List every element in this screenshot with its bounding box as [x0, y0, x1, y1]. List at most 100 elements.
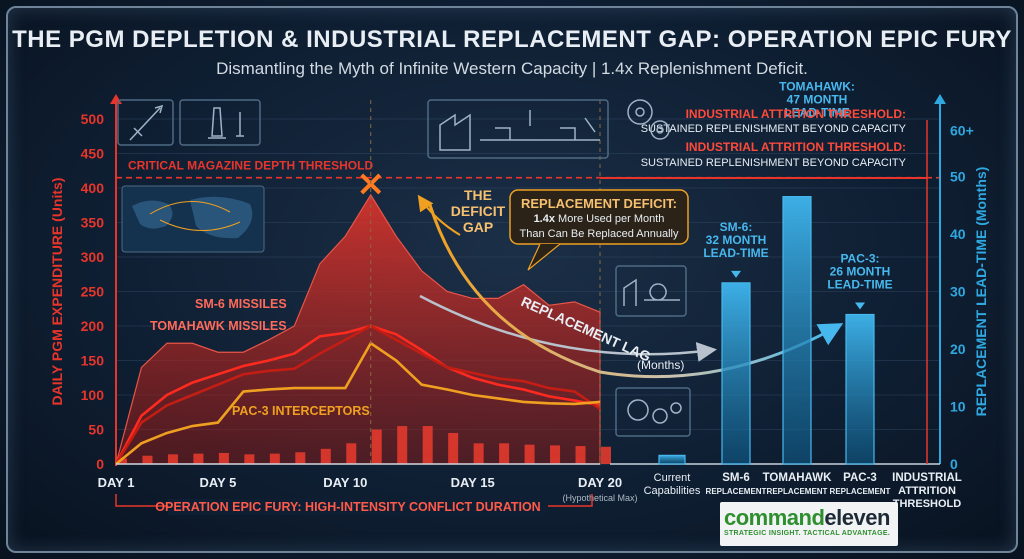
y-tick-label: 400 [81, 180, 105, 196]
daily-bar [193, 453, 204, 464]
y-axis-left-arrow [110, 94, 122, 104]
bar-callout-line: 26 MONTH [830, 265, 891, 279]
y-axis-right-arrow [934, 94, 946, 104]
y-tick-label-right: 10 [950, 399, 966, 415]
bar-callout-line: LEAD-TIME [784, 106, 849, 120]
brand-logo: commandeleven STRATEGIC INSIGHT. TACTICA… [724, 505, 894, 538]
daily-bar [473, 443, 484, 464]
x-tick-label: DAY 15 [451, 475, 495, 490]
brand-part1: command [724, 505, 825, 530]
y-tick-label: 300 [81, 249, 105, 265]
x-category-sublabel: REPLACEMENT [706, 487, 767, 496]
brand-part2: eleven [824, 505, 890, 530]
attrition-text: SUSTAINED REPLENISHMENT BEYOND CAPACITY [641, 157, 907, 169]
deficit-ratio: 1.4x [534, 213, 556, 225]
x-category-label: PAC-3 [843, 472, 877, 484]
series-line-2 [114, 324, 601, 465]
bar-callout-line: PAC-3: [840, 252, 879, 266]
lead-time-bar [782, 196, 812, 465]
y-tick-label-right: 40 [950, 226, 966, 242]
daily-bar [575, 446, 586, 464]
attrition-title: INDUSTRIAL ATTRITION THRESHOLD: [686, 107, 906, 121]
y-tick-label-right: 30 [950, 284, 966, 300]
daily-bar [346, 443, 357, 464]
page-title: THE PGM DEPLETION & INDUSTRIAL REPLACEME… [12, 26, 1012, 53]
x-tick-label: DAY 5 [199, 475, 236, 490]
y-axis-title-left: DAILY PGM EXPENDITURE (Units) [49, 178, 65, 406]
daily-bar [320, 448, 331, 464]
bar-callout-pointer [855, 302, 865, 310]
lead-time-bar [721, 282, 751, 465]
attrition-text: SUSTAINED REPLENISHMENT BEYOND CAPACITY [641, 123, 907, 135]
x-tick-label: DAY 1 [98, 475, 135, 490]
lag-arrow-grey [419, 294, 717, 362]
daily-bar [422, 426, 433, 464]
attrition-title: INDUSTRIAL ATTRITION THRESHOLD: [686, 140, 906, 154]
y-axis-title-right: REPLACEMENT LEAD-TIME (Months) [973, 167, 989, 417]
y-tick-label-right-top: 60+ [950, 123, 974, 139]
y-tick-label: 150 [81, 353, 105, 369]
daily-bar [244, 454, 255, 464]
y-tick-label: 450 [81, 146, 105, 162]
x-axis-title-bg [168, 499, 548, 515]
brand-tagline: STRATEGIC INSIGHT. TACTICAL ADVANTAGE. [724, 530, 891, 537]
y-tick-label: 50 [88, 422, 104, 438]
daily-bar [117, 458, 127, 464]
bar-callout-line: TOMAHAWK: [779, 80, 855, 94]
y-tick-label-right: 50 [950, 169, 966, 185]
deficit-gap-word: GAP [463, 219, 493, 235]
daily-bar [499, 443, 510, 464]
y-tick-label: 200 [81, 318, 105, 334]
series-line-1 [114, 324, 601, 465]
y-tick-label: 0 [96, 456, 104, 472]
y-tick-label: 350 [81, 215, 105, 231]
daily-bar [142, 455, 153, 464]
threshold-label: CRITICAL MAGAZINE DEPTH THRESHOLD [128, 159, 373, 173]
x-axis-note: (Hypothetical Max) [562, 493, 637, 503]
deficit-callout-line1: 1.4x More Used per Month [534, 213, 665, 225]
x-category-sublabel: ATTRITION [898, 485, 956, 497]
x-category-sublabel2: THRESHOLD [893, 498, 962, 510]
daily-bar [397, 426, 408, 464]
lag-unit: (Months) [637, 358, 684, 372]
deficit-gap-word: DEFICIT [451, 203, 506, 219]
settings-panel-icon [615, 387, 691, 437]
deficit-callout-box [509, 189, 689, 245]
daily-bar [295, 452, 306, 464]
bar-callout-line: LEAD-TIME [827, 278, 892, 292]
bar-callout-line: 47 MONTH [787, 93, 848, 107]
x-category-sublabel: Capabilities [644, 485, 701, 497]
deficit-gap-word: THE [464, 187, 492, 203]
deficit-callout-title: REPLACEMENT DEFICIT: [521, 196, 677, 211]
y-tick-label: 250 [81, 284, 105, 300]
bar-callout-line: 32 MONTH [706, 233, 767, 247]
x-axis-title: OPERATION EPIC FURY: HIGH-INTENSITY CONF… [155, 500, 540, 514]
series-label: SM-6 MISSILES [195, 297, 287, 311]
lead-time-chart: 0 10 20 30 40 50 60+ REPLACEMENT LEAD-TIME (Mon… [600, 80, 989, 510]
expenditure-chart: 0 50 100 150 200 250 300 350 400 450 500 DAILY PGM … [49, 94, 940, 515]
y-tick-label: 500 [81, 111, 105, 127]
lead-time-bar [658, 454, 686, 465]
deficit-line1-text: More Used per Month [555, 213, 664, 225]
x-category-sublabel: REPLACEMENT [767, 487, 828, 496]
panel-frame [6, 6, 1018, 553]
daily-bar [448, 432, 459, 464]
assembly-icon [615, 265, 687, 317]
gears-icon [627, 99, 670, 140]
bar-callout-line: LEAD-TIME [703, 246, 768, 260]
y-tick-label-right: 0 [950, 456, 958, 472]
x-category-label: TOMAHAWK [763, 472, 832, 484]
series-line-3 [115, 341, 601, 466]
daily-bar [524, 444, 535, 464]
x-tick-label: DAY 20 [578, 475, 622, 490]
page-subtitle: Dismantling the Myth of Infinite Western… [216, 59, 808, 78]
daily-bar [269, 453, 280, 464]
x-category-sublabel: REPLACEMENT [830, 487, 891, 496]
brand-logo-box [720, 502, 898, 546]
lag-arrow [428, 204, 844, 379]
daily-bar [218, 452, 229, 464]
deficit-callout-line2: Than Can Be Replaced Annually [520, 228, 679, 240]
rocket-icon [179, 99, 261, 146]
daily-bar [550, 445, 561, 464]
